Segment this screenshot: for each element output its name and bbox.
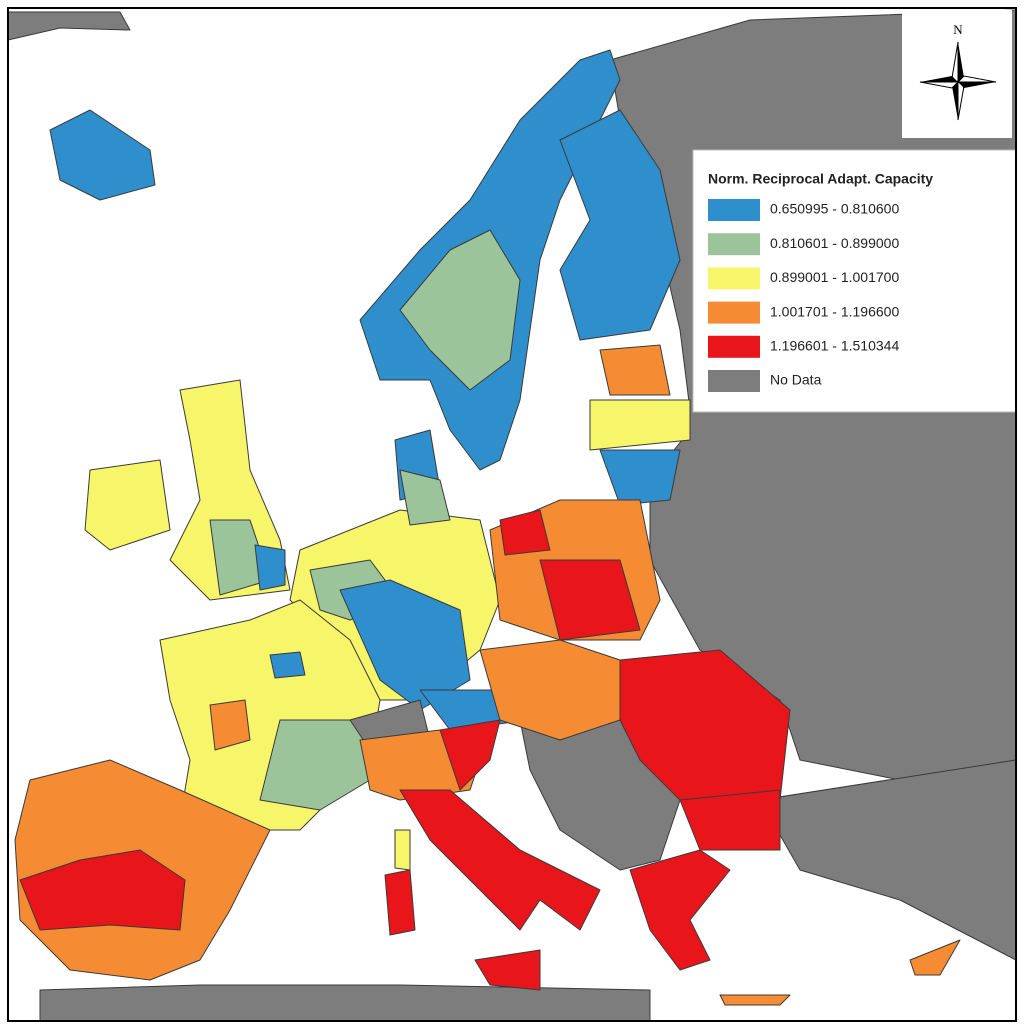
legend-label: 0.810601 - 0.899000 [770, 235, 899, 251]
region [49, 109, 156, 201]
region [394, 829, 411, 871]
region [254, 544, 286, 591]
region [759, 759, 1017, 961]
region [909, 939, 961, 976]
region [84, 459, 171, 551]
region [399, 469, 451, 526]
legend-label: No Data [770, 372, 822, 388]
region [439, 719, 501, 791]
legend-swatch [708, 267, 760, 290]
region [169, 379, 291, 601]
north-arrow [919, 41, 997, 121]
legend-swatch [708, 199, 760, 221]
legend-label: 0.650995 - 0.810600 [770, 201, 899, 217]
region [599, 449, 681, 506]
legend-items: 0.650995 - 0.810600 0.810601 - 0.899000 0.… [708, 199, 899, 392]
legend-swatch [708, 335, 760, 358]
region [399, 229, 521, 391]
region [599, 344, 671, 396]
region [589, 399, 691, 451]
north-label: N [953, 22, 963, 37]
legend-title: Norm. Reciprocal Adapt. Capacity [708, 171, 933, 187]
region [499, 509, 551, 556]
region [259, 719, 371, 811]
region [19, 849, 186, 931]
region [269, 651, 306, 679]
region [629, 849, 731, 971]
legend-swatch [708, 301, 760, 324]
region [39, 984, 651, 1022]
legend-label: 0.899001 - 1.001700 [770, 269, 899, 285]
legend-swatch [708, 233, 760, 256]
region [384, 869, 416, 936]
region [399, 789, 601, 931]
legend-swatch [708, 370, 760, 392]
region [559, 109, 681, 341]
region [679, 789, 781, 851]
legend-label: 1.001701 - 1.196600 [770, 303, 899, 319]
region [539, 559, 641, 641]
region [339, 579, 471, 711]
region [209, 699, 251, 751]
frame [7, 7, 1017, 1022]
region [474, 949, 541, 991]
legend-label: 1.196601 - 1.510344 [770, 338, 899, 354]
region [719, 994, 791, 1006]
